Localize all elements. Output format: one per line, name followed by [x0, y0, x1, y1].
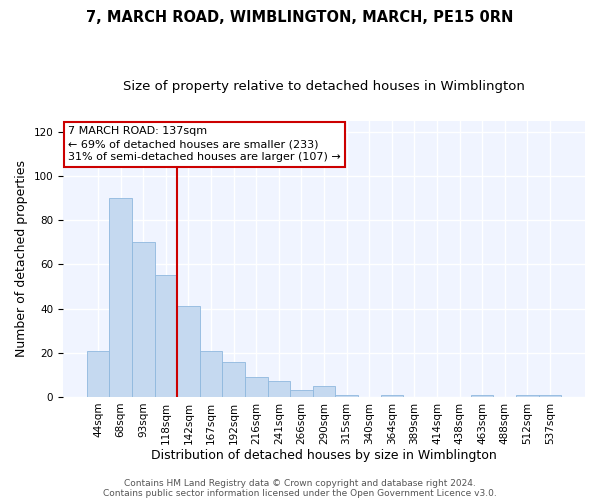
Bar	[155, 276, 177, 397]
Bar	[177, 306, 200, 397]
Bar	[313, 386, 335, 397]
X-axis label: Distribution of detached houses by size in Wimblington: Distribution of detached houses by size …	[151, 450, 497, 462]
Bar	[87, 350, 109, 397]
Bar	[109, 198, 132, 397]
Bar	[223, 362, 245, 397]
Bar	[380, 394, 403, 397]
Title: Size of property relative to detached houses in Wimblington: Size of property relative to detached ho…	[123, 80, 525, 93]
Text: Contains public sector information licensed under the Open Government Licence v3: Contains public sector information licen…	[103, 488, 497, 498]
Text: 7 MARCH ROAD: 137sqm
← 69% of detached houses are smaller (233)
31% of semi-deta: 7 MARCH ROAD: 137sqm ← 69% of detached h…	[68, 126, 341, 162]
Bar	[335, 394, 358, 397]
Bar	[245, 377, 268, 397]
Bar	[290, 390, 313, 397]
Bar	[471, 394, 493, 397]
Bar	[132, 242, 155, 397]
Y-axis label: Number of detached properties: Number of detached properties	[15, 160, 28, 358]
Bar	[539, 394, 561, 397]
Bar	[516, 394, 539, 397]
Text: 7, MARCH ROAD, WIMBLINGTON, MARCH, PE15 0RN: 7, MARCH ROAD, WIMBLINGTON, MARCH, PE15 …	[86, 10, 514, 25]
Text: Contains HM Land Registry data © Crown copyright and database right 2024.: Contains HM Land Registry data © Crown c…	[124, 478, 476, 488]
Bar	[200, 350, 223, 397]
Bar	[268, 382, 290, 397]
